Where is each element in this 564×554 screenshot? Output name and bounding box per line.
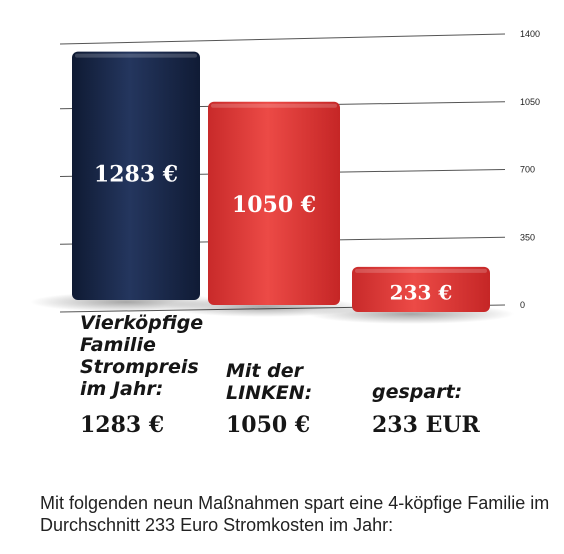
bar-value-label-0: 1283 € xyxy=(94,162,178,188)
y-tick-label-1400: 1400 xyxy=(520,29,540,39)
y-tick-label-700: 700 xyxy=(520,165,535,175)
bar-value-label-2: 233 € xyxy=(390,280,453,304)
bar-1 xyxy=(208,101,340,305)
y-tick-label-0: 0 xyxy=(520,300,525,310)
bar-0 xyxy=(72,51,200,300)
y-axis-ticks: 0 350 700 1050 1400 xyxy=(520,29,540,310)
bar-chart: 0 350 700 1050 1400 1283 € 1050 € 233 € xyxy=(30,29,540,324)
caption-text: Mit folgenden neun Maßnahmen spart eine … xyxy=(40,493,550,535)
bar-highlight xyxy=(211,103,337,108)
category-label-saved: gespart: xyxy=(372,381,463,403)
bar-highlight xyxy=(75,53,197,58)
bar-2 xyxy=(352,266,490,312)
category-label-linke: Mit der LINKEN: xyxy=(226,360,313,404)
bar-value-label-1: 1050 € xyxy=(232,192,316,218)
amount-saved: 233 EUR xyxy=(372,412,480,438)
category-label-family: Vierköpfige Familie Strompreis im Jahr: xyxy=(80,312,204,400)
amount-family: 1283 € xyxy=(80,412,165,438)
bar-highlight xyxy=(355,268,487,273)
y-tick-label-1050: 1050 xyxy=(520,97,540,107)
y-tick-label-350: 350 xyxy=(520,232,535,242)
amount-linke: 1050 € xyxy=(226,412,311,438)
grid-line-1400 xyxy=(59,33,506,45)
bars: 1283 € 1050 € 233 € xyxy=(30,51,515,324)
